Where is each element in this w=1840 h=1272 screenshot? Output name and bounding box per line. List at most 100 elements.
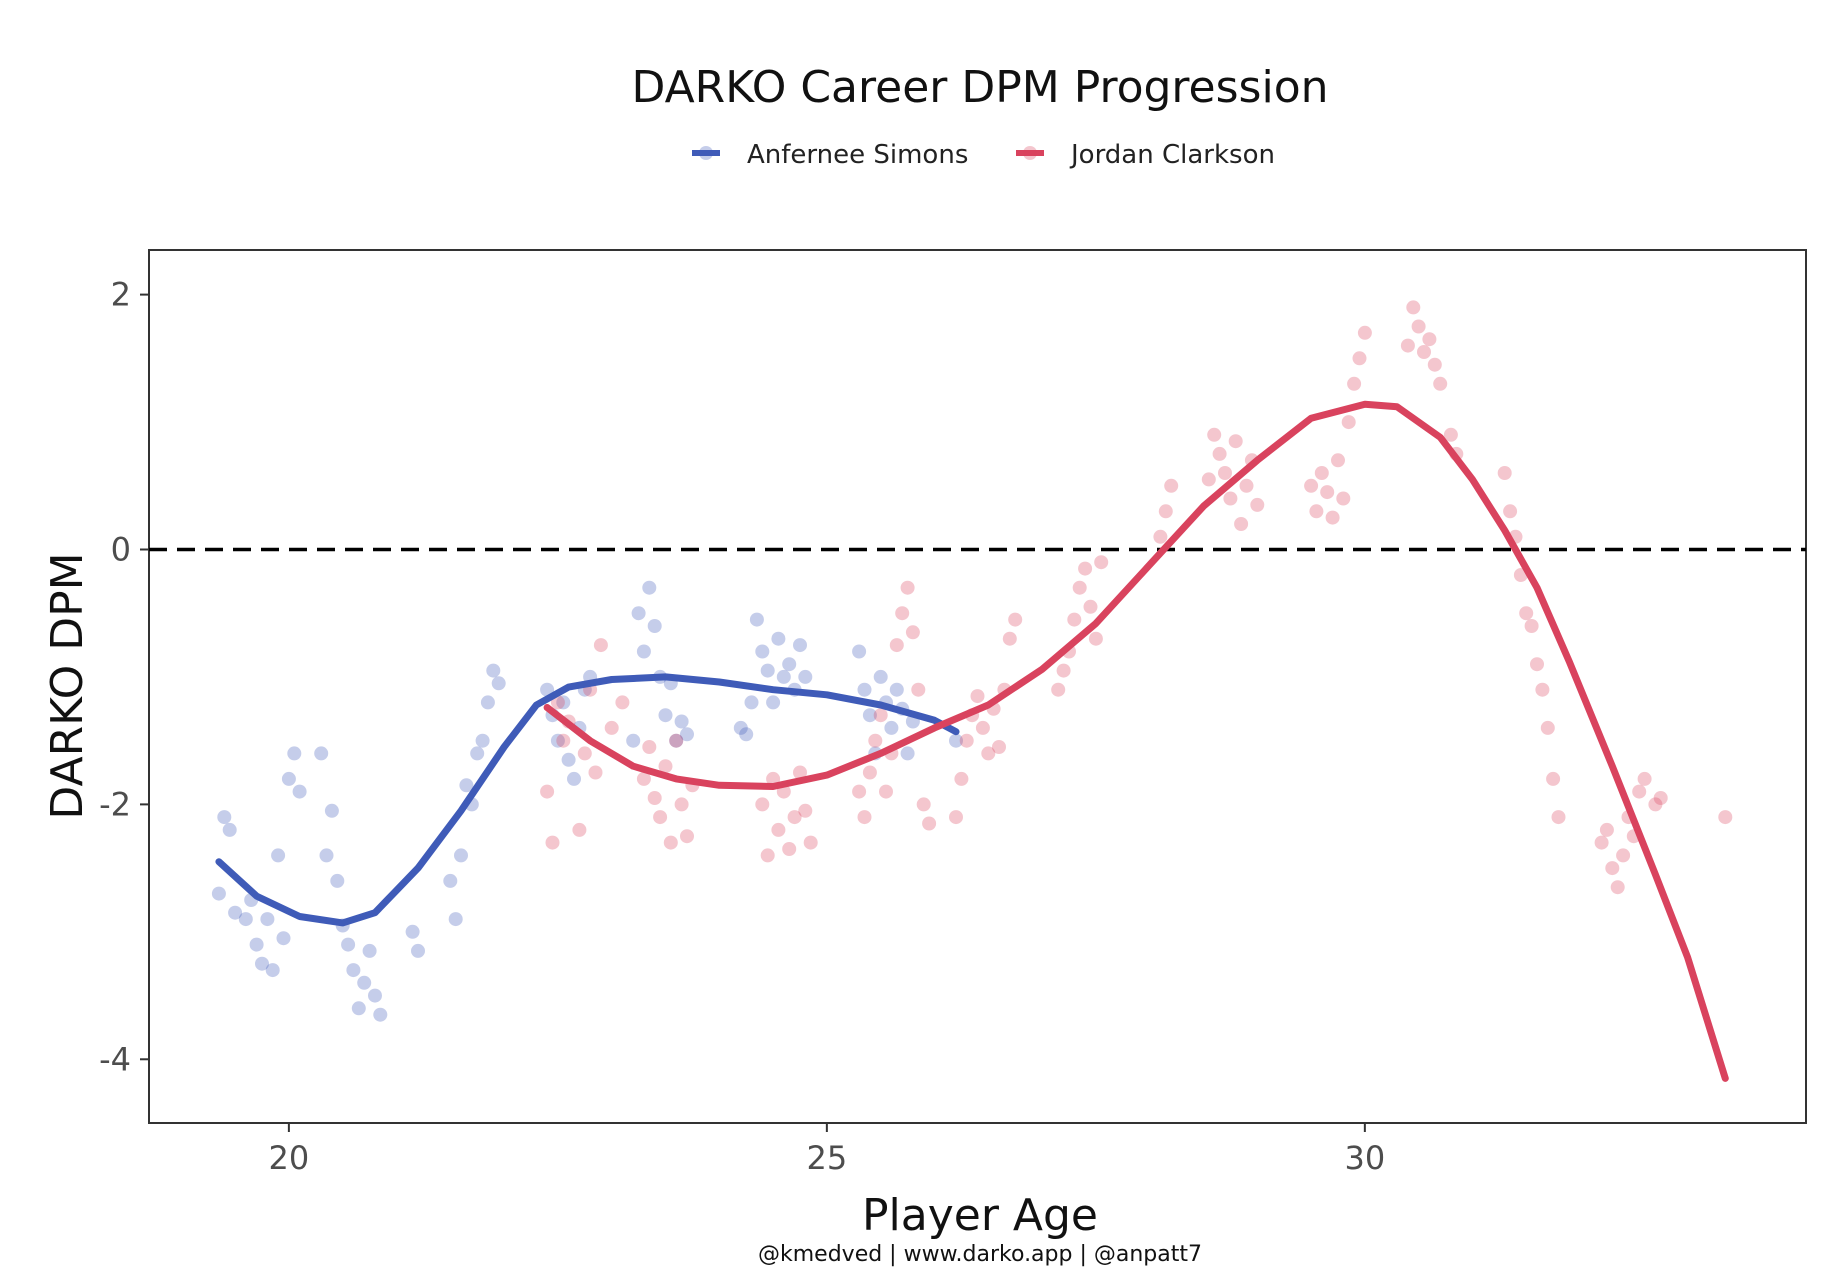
point-simons (793, 638, 807, 653)
point-clarkson (1610, 880, 1625, 895)
point-clarkson (852, 784, 867, 799)
point-clarkson (1164, 478, 1179, 493)
point-simons (636, 644, 651, 659)
point-clarkson (1228, 434, 1243, 449)
legend-item-simons: Anfernee Simons (692, 140, 968, 170)
x-axis: 20 25 30 (269, 1123, 1385, 1177)
point-clarkson (1239, 478, 1254, 493)
point-simons (771, 631, 786, 646)
point-clarkson (868, 733, 883, 748)
point-simons (314, 746, 329, 761)
trend-lines (215, 400, 1729, 1082)
point-simons (674, 714, 689, 729)
point-simons (454, 848, 468, 863)
point-clarkson (1599, 822, 1614, 837)
point-simons (486, 663, 501, 678)
y-axis: 2 0 -2 -4 (99, 276, 149, 1078)
point-clarkson (680, 829, 694, 844)
point-simons (319, 848, 334, 863)
point-simons (255, 956, 269, 971)
point-simons (411, 943, 425, 958)
point-clarkson (857, 810, 872, 825)
point-clarkson (879, 784, 893, 799)
point-clarkson (1304, 478, 1319, 493)
point-clarkson (1400, 338, 1415, 353)
point-simons (900, 746, 915, 761)
point-clarkson (1331, 453, 1345, 468)
point-clarkson (1637, 771, 1652, 786)
point-clarkson (1497, 466, 1512, 480)
point-simons (760, 663, 775, 678)
point-clarkson (1341, 415, 1356, 430)
point-clarkson (1524, 619, 1539, 633)
point-simons (448, 912, 463, 927)
point-simons (739, 727, 754, 742)
legend-label-simons: Anfernee Simons (747, 140, 968, 170)
point-clarkson (1411, 319, 1426, 334)
point-clarkson (1347, 376, 1362, 391)
point-clarkson (1309, 504, 1324, 519)
point-simons (276, 931, 291, 946)
y-tick-label: 0 (111, 530, 131, 568)
point-simons (228, 905, 243, 920)
point-clarkson (949, 810, 963, 825)
point-clarkson (1546, 771, 1561, 786)
point-clarkson (647, 791, 662, 805)
x-tick-label: 25 (807, 1139, 848, 1177)
point-clarkson (1540, 720, 1555, 735)
point-simons (862, 708, 877, 723)
point-simons (669, 733, 684, 748)
point-simons (351, 1001, 366, 1016)
point-simons (631, 606, 646, 621)
point-clarkson (604, 720, 619, 735)
y-tick-label: -4 (99, 1040, 131, 1078)
point-simons (324, 803, 339, 818)
point-clarkson (577, 746, 592, 761)
point-simons (470, 746, 485, 761)
point-simons (852, 644, 867, 659)
point-simons (459, 778, 474, 793)
point-clarkson (1008, 612, 1023, 627)
point-simons (405, 924, 420, 939)
point-clarkson (981, 746, 996, 761)
x-tick-label: 30 (1344, 1139, 1385, 1177)
point-clarkson (900, 580, 915, 595)
point-simons (238, 912, 253, 927)
point-simons (475, 733, 490, 748)
point-clarkson (992, 740, 1006, 754)
point-clarkson (1072, 580, 1087, 595)
point-clarkson (1212, 446, 1227, 461)
point-simons (658, 708, 673, 723)
point-clarkson (1153, 529, 1168, 544)
point-clarkson (782, 842, 797, 856)
point-simons (561, 752, 576, 767)
legend-label-clarkson: Jordan Clarkson (1069, 140, 1275, 170)
point-simons (556, 695, 571, 710)
point-clarkson (873, 708, 888, 723)
point-simons (271, 848, 286, 863)
point-simons (443, 873, 458, 888)
point-clarkson (1503, 504, 1518, 519)
point-simons (260, 912, 275, 927)
point-simons (680, 727, 694, 742)
point-simons (341, 937, 356, 952)
point-clarkson (798, 803, 813, 818)
point-clarkson (1218, 466, 1232, 480)
point-simons (550, 733, 565, 748)
point-clarkson (1648, 797, 1663, 812)
point-clarkson (1535, 682, 1550, 697)
point-clarkson (642, 740, 657, 754)
point-clarkson (760, 848, 775, 863)
point-clarkson (545, 835, 560, 850)
legend-dot-clarkson (1023, 146, 1037, 160)
point-simons (491, 676, 506, 691)
point-clarkson (1223, 491, 1238, 506)
point-clarkson (572, 822, 587, 837)
point-clarkson (663, 835, 678, 850)
legend-dot-simons (699, 146, 713, 160)
legend: Anfernee Simons Jordan Clarkson (692, 140, 1275, 170)
point-simons (733, 720, 748, 735)
point-clarkson (1632, 784, 1647, 799)
point-simons (346, 963, 361, 978)
point-simons (744, 695, 759, 710)
